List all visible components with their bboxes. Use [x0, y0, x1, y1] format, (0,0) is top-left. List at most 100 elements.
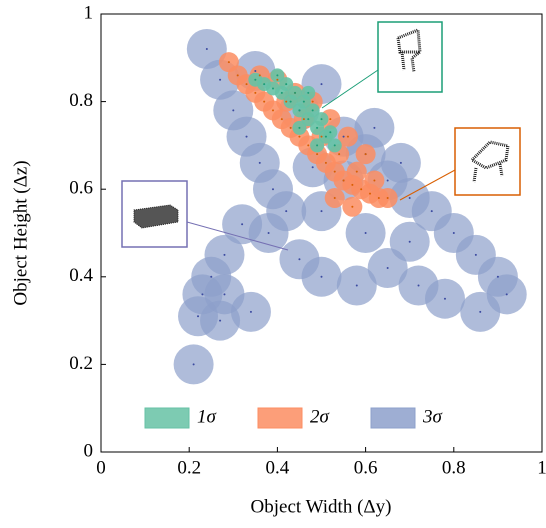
point-dot: [258, 161, 261, 164]
point-dot: [298, 126, 301, 129]
point-dot: [289, 126, 292, 129]
point-dot: [298, 135, 301, 138]
point-dot: [298, 109, 301, 112]
point-dot: [232, 109, 235, 112]
point-dot: [223, 293, 226, 296]
point-dot: [219, 319, 222, 322]
point-dot: [267, 232, 270, 234]
point-dot: [364, 153, 367, 156]
point-dot: [320, 83, 323, 86]
plot-area: [173, 29, 527, 385]
inset-object: [133, 204, 179, 229]
x-tick-label: 0.4: [266, 457, 290, 478]
legend-label: 1σ: [197, 406, 217, 427]
legend-swatch: [370, 407, 416, 429]
point-dot: [285, 83, 288, 86]
point-dot: [373, 126, 376, 129]
point-dot: [302, 118, 305, 121]
point-dot: [276, 78, 279, 81]
inset-frame: [454, 127, 521, 196]
point-dot: [386, 196, 389, 199]
y-axis-label: Object Height (Δz): [10, 160, 31, 305]
inset-frame: [377, 21, 443, 93]
point-dot: [417, 284, 420, 287]
x-tick-label: 0: [96, 457, 106, 478]
point-dot: [346, 135, 349, 138]
point-dot: [316, 153, 319, 156]
point-dot: [227, 61, 230, 64]
point-dot: [329, 131, 332, 134]
point-dot: [399, 161, 402, 164]
point-dot: [307, 91, 310, 94]
point-dot: [320, 135, 323, 138]
point-dot: [360, 188, 363, 191]
point-dot: [496, 275, 499, 278]
point-dot: [338, 153, 341, 156]
x-axis-label: Object Width (Δy): [251, 496, 392, 517]
point-dot: [408, 196, 411, 199]
point-dot: [285, 100, 288, 103]
point-dot: [280, 91, 283, 94]
x-tick-label: 0.8: [442, 457, 466, 478]
point-dot: [351, 183, 354, 186]
inset-connector: [186, 221, 289, 251]
point-dot: [316, 126, 319, 129]
point-dot: [386, 179, 389, 182]
legend-label: 3σ: [422, 406, 443, 427]
point-dot: [452, 232, 455, 234]
y-tick-label: 0.8: [69, 90, 93, 111]
point-dot: [223, 253, 226, 256]
inset-object: [396, 27, 422, 73]
point-dot: [276, 74, 279, 77]
point-dot: [505, 293, 508, 296]
point-dot: [333, 144, 336, 147]
point-dot: [192, 363, 195, 366]
point-dot: [201, 293, 204, 296]
point-dot: [373, 179, 376, 182]
point-dot: [320, 210, 323, 213]
point-dot: [369, 192, 372, 195]
x-tick-label: 0.2: [177, 457, 201, 478]
point-dot: [254, 78, 257, 81]
point-dot: [307, 144, 310, 147]
point-dot: [443, 297, 446, 300]
point-dot: [294, 91, 297, 94]
point-dot: [386, 267, 389, 270]
point-dot: [254, 91, 257, 94]
inset-object: [469, 140, 510, 183]
point-dot: [311, 109, 314, 112]
point-dot: [320, 275, 323, 278]
point-dot: [210, 275, 213, 278]
point-dot: [263, 100, 266, 103]
y-tick-label: 0.2: [69, 353, 93, 374]
legend-label: 2σ: [310, 406, 330, 427]
point-dot: [333, 170, 336, 173]
point-dot: [351, 205, 354, 208]
point-dot: [254, 69, 257, 72]
point-dot: [430, 210, 433, 213]
point-dot: [289, 100, 292, 103]
point-dot: [245, 83, 248, 86]
inset-connector: [399, 169, 456, 201]
point-dot: [320, 118, 323, 121]
point-dot: [474, 253, 477, 256]
point-dot: [280, 118, 283, 121]
point-dot: [258, 74, 261, 77]
point-dot: [236, 74, 239, 77]
point-dot: [479, 310, 482, 313]
legend-swatch: [257, 407, 303, 429]
y-tick-label: 0.4: [69, 265, 93, 286]
point-dot: [377, 196, 380, 199]
point-dot: [249, 310, 252, 313]
x-tick-label: 0.6: [354, 457, 378, 478]
point-dot: [219, 78, 222, 81]
point-dot: [271, 188, 274, 191]
axes-frame: [100, 13, 543, 453]
point-dot: [205, 48, 208, 51]
y-tick-label: 1: [84, 2, 94, 23]
point-dot: [245, 135, 248, 138]
point-dot: [271, 109, 274, 112]
point-dot: [302, 100, 305, 103]
point-dot: [329, 118, 332, 121]
